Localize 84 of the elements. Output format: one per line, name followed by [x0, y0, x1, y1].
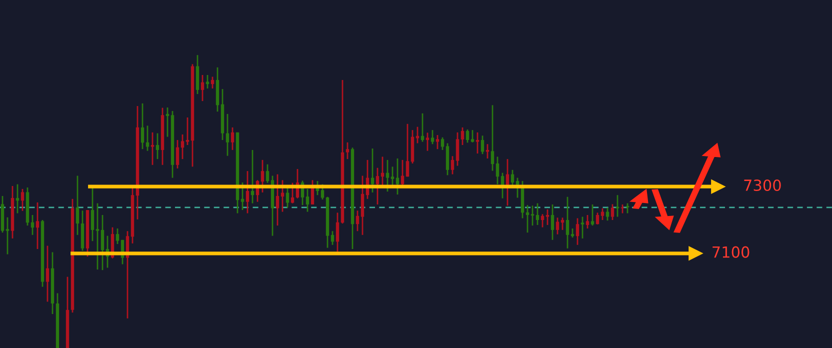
candlestick	[266, 164, 270, 184]
candlestick	[430, 129, 434, 145]
text: 7300	[744, 179, 781, 192]
candlestick	[450, 155, 454, 175]
candlestick	[166, 106, 170, 138]
candlestick	[600, 208, 604, 221]
candlestick	[156, 132, 160, 160]
candlestick	[356, 210, 360, 232]
candlestick	[96, 202, 100, 270]
candlestick	[370, 148, 374, 194]
candlestick	[470, 129, 474, 144]
candlestick	[6, 216, 10, 255]
candlestick	[626, 202, 630, 214]
candlestick	[100, 214, 104, 271]
candlestick	[46, 245, 50, 302]
candlestick	[116, 228, 120, 245]
candlestick	[346, 142, 350, 160]
candlestick	[610, 203, 614, 221]
candlestick	[546, 208, 550, 226]
candlestick	[176, 139, 180, 170]
candlestick	[386, 159, 390, 192]
candlestick	[426, 132, 430, 152]
candlestick	[550, 204, 554, 241]
candlestick	[606, 206, 610, 222]
candlestick	[406, 123, 410, 178]
candlestick	[400, 159, 404, 186]
candlestick	[246, 170, 250, 214]
candlestick	[186, 116, 190, 146]
candlestick	[376, 167, 380, 206]
candlestick	[76, 175, 80, 236]
candlestick	[36, 202, 40, 250]
candlestick	[396, 158, 400, 196]
candlestick	[240, 182, 244, 211]
candlestick	[420, 112, 424, 142]
candlestick	[30, 214, 34, 236]
candlestick	[456, 132, 460, 166]
candlestick	[586, 214, 590, 230]
candlestick	[416, 126, 420, 144]
candlestick	[196, 54, 200, 95]
candlestick	[206, 74, 210, 90]
candlestick	[490, 104, 494, 172]
candlestick	[180, 134, 184, 160]
candlestick	[536, 202, 540, 226]
candlestick	[580, 216, 584, 240]
text: 7100	[712, 246, 750, 258]
candlestick	[530, 204, 534, 226]
candlestick	[510, 169, 514, 188]
candlestick	[280, 179, 284, 212]
candlestick	[330, 230, 334, 246]
candlestick	[360, 175, 364, 236]
candlestick	[590, 204, 594, 226]
candlestick	[476, 132, 480, 154]
candlestick	[200, 74, 204, 102]
candlestick	[290, 182, 294, 204]
candlestick	[616, 194, 620, 218]
candlestick	[506, 158, 510, 206]
candlestick	[596, 212, 600, 226]
candlestick	[460, 126, 464, 146]
candlestick	[146, 124, 150, 152]
candlestick	[556, 216, 560, 236]
candlestick	[390, 166, 394, 186]
candlestick	[250, 149, 254, 204]
candlestick	[320, 184, 324, 200]
candlestick	[306, 188, 310, 212]
candlestick	[230, 126, 234, 151]
candlestick	[446, 142, 450, 176]
candlestick	[500, 172, 504, 200]
candlestick	[436, 134, 440, 150]
candlestick	[440, 136, 444, 151]
candlestick	[336, 212, 340, 252]
candlestick	[540, 213, 544, 228]
candlestick	[140, 102, 144, 150]
candlestick	[260, 159, 264, 194]
candlestick	[576, 218, 580, 246]
candlestick	[20, 188, 24, 212]
candlestick	[210, 76, 214, 90]
candlestick	[466, 128, 470, 144]
candlestick	[496, 156, 500, 185]
candlestick	[570, 228, 574, 238]
candlestick	[150, 132, 154, 166]
candlestick	[226, 113, 230, 157]
candlestick	[276, 174, 280, 226]
candlestick	[480, 134, 484, 155]
candlestick	[566, 196, 570, 250]
